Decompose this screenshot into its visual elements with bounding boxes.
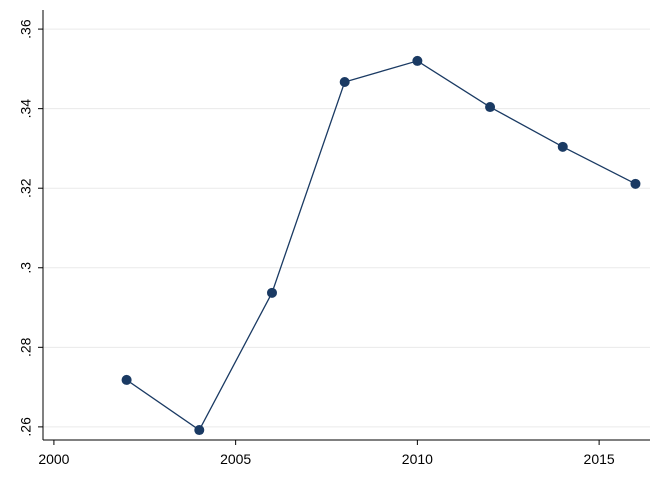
marker — [630, 178, 641, 189]
marker — [412, 55, 423, 66]
y-tick-label: .32 — [18, 178, 34, 198]
y-tick-label: .36 — [18, 19, 34, 39]
y-tick-label: .28 — [18, 337, 34, 357]
line — [126, 60, 636, 432]
x-tick-label: 2015 — [584, 451, 615, 467]
y-tick-label: .34 — [18, 99, 34, 119]
marker — [339, 76, 350, 87]
marker — [557, 141, 568, 152]
marker — [485, 102, 496, 113]
marker — [121, 374, 132, 385]
marker — [266, 287, 277, 298]
x-tick-label: 2010 — [402, 451, 433, 467]
x-tick-label: 2000 — [38, 451, 69, 467]
y-tick-label: .26 — [18, 417, 34, 437]
x-tick-label: 2005 — [220, 451, 251, 467]
y-tick-label: .3 — [18, 262, 34, 274]
marker — [194, 425, 205, 436]
